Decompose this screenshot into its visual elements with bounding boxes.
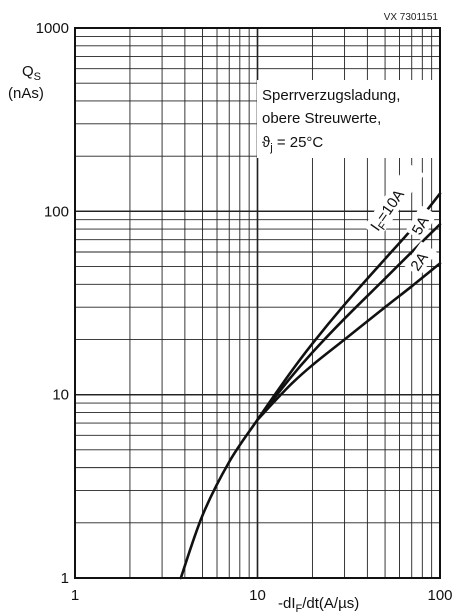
y-tick-label: 10 bbox=[52, 387, 69, 404]
curves bbox=[179, 192, 442, 580]
document-code: VX 7301151 bbox=[384, 12, 439, 23]
x-axis-label: -dIF/dt(A/µs) bbox=[278, 595, 359, 613]
series-line-5a bbox=[256, 222, 442, 422]
curve-label-5a: 5A bbox=[405, 205, 437, 241]
y-tick-label: 1000 bbox=[36, 20, 69, 37]
x-tick-label: 100 bbox=[427, 587, 452, 604]
annotation-line-3: ϑj = 25°C bbox=[262, 134, 323, 154]
y-tick-label: 1 bbox=[61, 570, 69, 587]
x-tick-labels: 1 10 100 bbox=[71, 587, 453, 604]
y-tick-labels: 1 10 100 1000 bbox=[36, 20, 69, 587]
x-tick-label: 10 bbox=[249, 587, 266, 604]
x-tick-label: 1 bbox=[71, 587, 79, 604]
plot-frame bbox=[74, 27, 441, 579]
svg-text:5A: 5A bbox=[409, 214, 433, 238]
annotation-box: Sperrverzugsladung, obere Streuwerte, ϑj… bbox=[257, 80, 439, 158]
annotation-line-1: Sperrverzugsladung, bbox=[262, 87, 400, 104]
series-line-i-f-10a bbox=[179, 192, 442, 580]
y-axis-unit: (nAs) bbox=[8, 85, 44, 102]
annotation-line-2: obere Streuwerte, bbox=[262, 110, 381, 127]
series-line-2a bbox=[256, 262, 442, 422]
y-tick-label: 100 bbox=[44, 203, 69, 220]
y-axis-label: QS bbox=[22, 63, 41, 83]
